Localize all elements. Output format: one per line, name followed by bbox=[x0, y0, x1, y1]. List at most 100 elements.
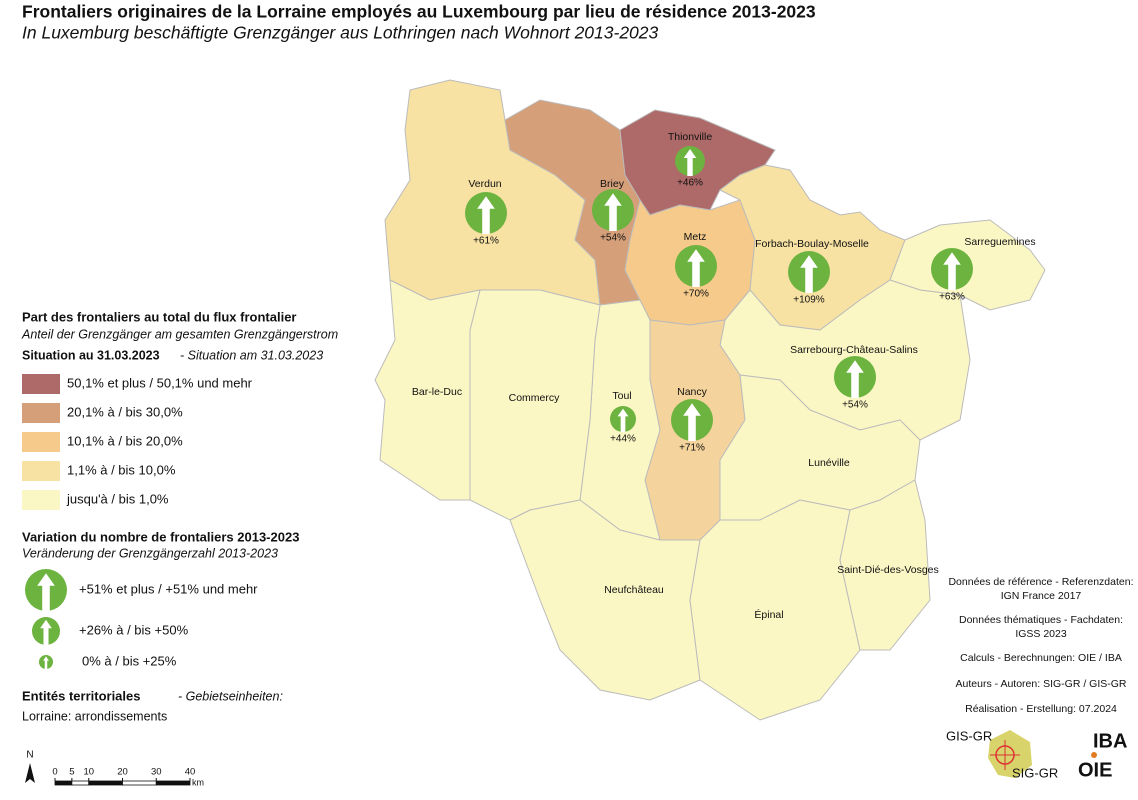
logo-sig: SIG-GR bbox=[1012, 765, 1058, 780]
legend-share: Part des frontaliers au total du flux fr… bbox=[21, 309, 338, 510]
region-name: Saint-Dié-des-Vosges bbox=[837, 564, 939, 576]
credit-line: Réalisation - Erstellung: 07.2024 bbox=[965, 703, 1117, 715]
legend-title: Part des frontaliers au total du flux fr… bbox=[22, 309, 297, 324]
change-arrow bbox=[477, 196, 495, 234]
region-change: +71% bbox=[679, 443, 705, 454]
change-arrow bbox=[683, 149, 697, 176]
region-change: +70% bbox=[683, 289, 709, 300]
region-name: Nancy bbox=[677, 386, 708, 398]
region-change: +44% bbox=[610, 434, 636, 445]
legend-swatch bbox=[22, 432, 60, 452]
region-name: Épinal bbox=[754, 608, 783, 621]
scale-segment bbox=[54, 780, 73, 786]
entities-value: Lorraine: arrondissements bbox=[22, 709, 167, 723]
region-name: Bar-le-Duc bbox=[412, 386, 462, 398]
credit-line: Calculs - Berechnungen: OIE / IBA bbox=[960, 652, 1122, 664]
scale-segment bbox=[88, 780, 123, 786]
scale-label: 40 bbox=[185, 767, 196, 778]
region-change: +109% bbox=[793, 295, 825, 306]
legend-label: 10,1% à / bis 20,0% bbox=[67, 433, 183, 448]
legend-swatch bbox=[22, 403, 60, 423]
region-change: +54% bbox=[842, 400, 868, 411]
legend-situation-de: - Situation am 31.03.2023 bbox=[180, 348, 323, 362]
region-markers: +46% Thionville +61% Verdun +54% Briey +70% Met… bbox=[412, 131, 1036, 621]
scale-label: 5 bbox=[69, 767, 74, 778]
region-name: Lunéville bbox=[808, 457, 850, 469]
region-name: Toul bbox=[612, 390, 631, 402]
legend-label: 0% à / bis +25% bbox=[82, 653, 177, 668]
legend-change: Variation du nombre de frontaliers 2013-… bbox=[22, 529, 299, 669]
region-change: +63% bbox=[939, 292, 965, 303]
region-name: Verdun bbox=[468, 178, 501, 190]
region-change: +46% bbox=[677, 178, 703, 189]
logo-oie: OIE bbox=[1078, 759, 1112, 781]
change-arrow bbox=[37, 573, 55, 611]
scale-segment bbox=[122, 780, 157, 786]
regions bbox=[374, 79, 1046, 721]
legend-situation: Situation au 31.03.2023 bbox=[22, 348, 160, 362]
north-label: N bbox=[26, 750, 33, 761]
change-arrow bbox=[43, 656, 49, 669]
region-name: Forbach-Boulay-Moselle bbox=[755, 238, 869, 250]
region-commercy bbox=[469, 289, 601, 521]
region-change: +54% bbox=[600, 233, 626, 244]
legend-classes: 50,1% et plus / 50,1% und mehr 20,1% à / … bbox=[22, 374, 253, 510]
region-name: Commercy bbox=[509, 392, 561, 404]
scale-label: 30 bbox=[151, 767, 162, 778]
scale-label: 0 bbox=[52, 767, 57, 778]
legend-label: 20,1% à / bis 30,0% bbox=[67, 404, 183, 419]
legend-swatch bbox=[22, 374, 60, 394]
change-arrow bbox=[687, 249, 705, 287]
logo-iba: IBA bbox=[1093, 730, 1127, 752]
scale-segment bbox=[71, 780, 90, 786]
change-arrow bbox=[800, 255, 818, 293]
entities-title: Entités territoriales bbox=[22, 688, 141, 703]
region-name: Metz bbox=[684, 231, 707, 243]
change-arrow bbox=[604, 193, 622, 231]
north-arrow bbox=[25, 763, 35, 783]
region-name: Sarrebourg-Château-Salins bbox=[790, 344, 918, 356]
region-name: Sarreguemines bbox=[964, 236, 1035, 248]
change-arrow bbox=[617, 408, 629, 432]
legend-swatch bbox=[22, 461, 60, 481]
legend-swatch bbox=[22, 490, 60, 510]
legend-label: +51% et plus / +51% und mehr bbox=[79, 581, 258, 596]
scale-label: 20 bbox=[117, 767, 128, 778]
credit-line: IGSS 2023 bbox=[1015, 628, 1067, 640]
credit-line: Données thématiques - Fachdaten: bbox=[959, 614, 1123, 626]
change-arrow bbox=[943, 252, 961, 290]
legend-label: jusqu'à / bis 1,0% bbox=[66, 491, 169, 506]
region-name: Neufchâteau bbox=[604, 584, 664, 596]
legend-title: Variation du nombre de frontaliers 2013-… bbox=[22, 529, 299, 544]
region-name: Thionville bbox=[668, 131, 713, 143]
region-change: +61% bbox=[473, 236, 499, 247]
region-bar-le-duc bbox=[374, 279, 481, 501]
title: Frontaliers originaires de la Lorraine e… bbox=[22, 2, 816, 22]
legend-label: 1,1% à / bis 10,0% bbox=[67, 462, 176, 477]
credits: Données de référence - Referenzdaten: IGN… bbox=[948, 576, 1133, 715]
region-saint-die bbox=[839, 479, 931, 651]
logo-gis: GIS-GR bbox=[946, 728, 992, 743]
legend-label: 50,1% et plus / 50,1% und mehr bbox=[67, 375, 253, 390]
change-arrow bbox=[40, 619, 52, 645]
credit-line: Auteurs - Autoren: SIG-GR / GIS-GR bbox=[956, 678, 1127, 690]
credit-line: IGN France 2017 bbox=[1001, 590, 1082, 602]
legend-subtitle: Anteil der Grenzgänger am gesamten Grenz… bbox=[21, 327, 338, 341]
credit-line: Données de référence - Referenzdaten: bbox=[948, 576, 1133, 588]
legend-classes: +51% et plus / +51% und mehr +26% à / bis… bbox=[25, 569, 258, 669]
entities-title-de: - Gebietseinheiten: bbox=[178, 689, 283, 703]
scale-segment bbox=[155, 780, 191, 786]
legend-subtitle: Veränderung der Grenzgängerzahl 2013-202… bbox=[22, 546, 278, 560]
logo-shape bbox=[988, 730, 1032, 778]
change-arrow bbox=[846, 360, 864, 398]
scale-unit: km bbox=[192, 777, 204, 787]
logos: GIS-GR SIG-GR IBA OIE bbox=[946, 728, 1127, 781]
logo-dot bbox=[1091, 752, 1097, 758]
change-arrow bbox=[683, 403, 701, 441]
subtitle: In Luxemburg beschäftigte Grenzgänger au… bbox=[22, 23, 659, 43]
region-name: Briey bbox=[600, 178, 625, 190]
scale-label: 10 bbox=[83, 767, 94, 778]
legend-label: +26% à / bis +50% bbox=[79, 622, 189, 637]
